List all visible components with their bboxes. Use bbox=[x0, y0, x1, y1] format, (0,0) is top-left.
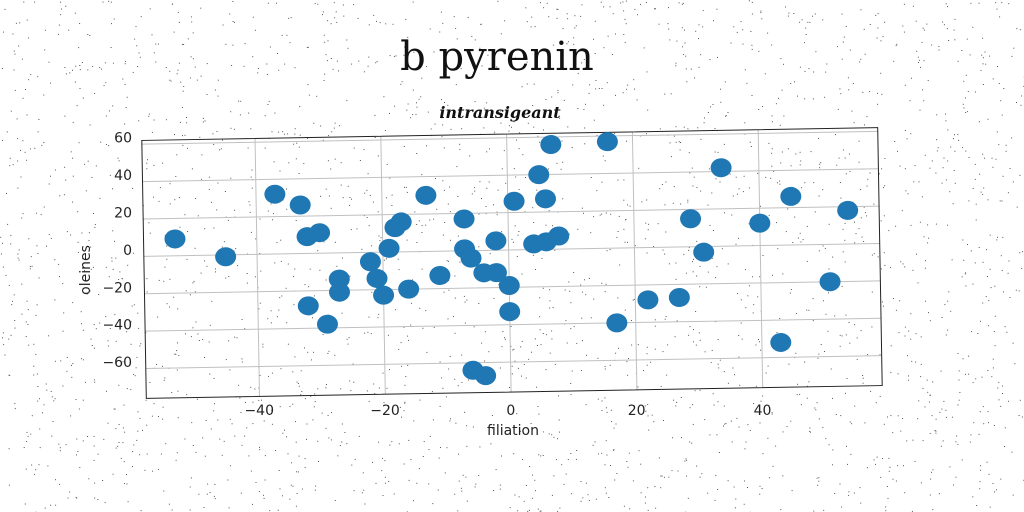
y-grid-line bbox=[143, 205, 880, 220]
scatter-point bbox=[837, 200, 859, 220]
y-grid-line bbox=[143, 242, 880, 257]
scatter-point bbox=[528, 165, 550, 185]
x-grid-line bbox=[380, 136, 386, 395]
scatter-point bbox=[378, 238, 400, 258]
y-grid-line bbox=[145, 317, 882, 332]
scatter-point bbox=[485, 231, 507, 251]
scatter-point bbox=[749, 213, 771, 233]
scatter-point bbox=[485, 263, 507, 283]
scatter-point bbox=[359, 252, 381, 272]
x-tick-label: 40 bbox=[754, 403, 772, 419]
scatter-point bbox=[540, 135, 562, 155]
y-tick-label: 60 bbox=[114, 131, 132, 147]
scatter-point bbox=[498, 275, 520, 295]
scatter-point bbox=[328, 282, 350, 302]
scatter-point bbox=[316, 314, 338, 334]
x-axis-label: filiation bbox=[487, 423, 539, 439]
scatter-point bbox=[366, 268, 388, 288]
scatter-point bbox=[460, 248, 482, 268]
x-grid-line bbox=[254, 138, 261, 397]
scatter-point bbox=[309, 223, 331, 243]
scatter-point bbox=[475, 366, 497, 386]
x-tick-labels: −40 −20 0 20 40 bbox=[244, 403, 771, 419]
scatter-point bbox=[398, 279, 420, 299]
chart-title: b pyrenin bbox=[400, 34, 594, 80]
scatter-point bbox=[780, 186, 802, 206]
chart-subtitle: intransigeant bbox=[439, 103, 561, 122]
x-tick-label: 20 bbox=[628, 403, 646, 419]
scatter-point bbox=[373, 285, 395, 305]
scatter-point bbox=[215, 247, 237, 267]
plot-area bbox=[141, 127, 883, 399]
plot-frame bbox=[141, 127, 883, 399]
scatter-point bbox=[693, 242, 715, 262]
scatter-point bbox=[297, 296, 319, 316]
data-points bbox=[164, 132, 859, 386]
scatter-point bbox=[606, 313, 628, 333]
y-grid-line bbox=[141, 130, 878, 145]
y-tick-label: 20 bbox=[114, 206, 132, 222]
y-tick-label: 0 bbox=[123, 243, 132, 259]
scatter-point bbox=[499, 302, 521, 322]
scatter-point bbox=[819, 272, 841, 292]
y-tick-label: −20 bbox=[102, 280, 132, 296]
x-tick-label: 0 bbox=[506, 403, 515, 419]
scatter-point bbox=[289, 195, 311, 215]
y-grid-line bbox=[145, 355, 882, 369]
scatter-point bbox=[534, 189, 556, 209]
scatter-point bbox=[390, 212, 412, 232]
y-tick-label: −40 bbox=[102, 318, 132, 334]
y-tick-label: −60 bbox=[102, 355, 132, 371]
scatter-point bbox=[668, 287, 690, 307]
scatter-point bbox=[680, 209, 702, 229]
scatter-point bbox=[429, 265, 451, 285]
x-grid-line bbox=[631, 131, 638, 390]
scatter-point bbox=[710, 158, 732, 178]
grid bbox=[141, 129, 882, 397]
scatter-point bbox=[453, 209, 475, 229]
scatter-point bbox=[637, 290, 659, 310]
x-grid-line bbox=[506, 134, 512, 393]
y-grid-line bbox=[142, 168, 879, 183]
scatter-point bbox=[415, 185, 437, 205]
y-axis-label: oleines bbox=[78, 245, 94, 295]
x-grid-line bbox=[757, 129, 764, 388]
scatter-point bbox=[264, 184, 286, 204]
y-tick-label: 40 bbox=[114, 168, 132, 184]
x-tick-label: −40 bbox=[244, 403, 274, 419]
y-tick-labels: −60 −40 −20 0 20 40 60 bbox=[102, 131, 132, 371]
scatter-point bbox=[548, 226, 570, 246]
scatter-point bbox=[164, 229, 186, 249]
x-tick-label: −20 bbox=[370, 403, 400, 419]
scatter-point bbox=[596, 132, 618, 152]
scatter-point bbox=[770, 332, 792, 352]
scatter-point bbox=[503, 191, 525, 211]
